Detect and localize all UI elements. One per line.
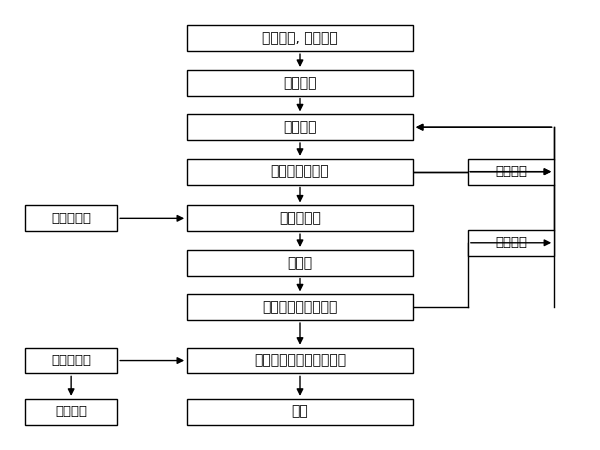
Bar <box>187 250 413 276</box>
Text: 泥浆处理: 泥浆处理 <box>495 236 527 249</box>
Text: 下导管: 下导管 <box>287 256 313 270</box>
Text: 桩位放线, 埋设护筒: 桩位放线, 埋设护筒 <box>262 32 338 45</box>
Text: 孔深测定、清孔: 孔深测定、清孔 <box>271 165 329 179</box>
Text: 制作钉筋笼: 制作钉筋笼 <box>51 212 91 225</box>
Text: 成桩: 成桩 <box>292 405 308 418</box>
Bar <box>187 159 413 184</box>
Text: 安放隔水塞、罐注混凝土: 安放隔水塞、罐注混凝土 <box>254 354 346 368</box>
Bar <box>187 399 413 424</box>
Text: 二次清孔、测定沉渣: 二次清孔、测定沉渣 <box>262 300 338 314</box>
Bar <box>187 26 413 51</box>
Text: 安放钉筋笼: 安放钉筋笼 <box>279 212 321 225</box>
Bar <box>187 348 413 374</box>
Bar <box>187 206 413 231</box>
Bar <box>468 159 554 184</box>
Text: 桩机定位: 桩机定位 <box>283 76 317 90</box>
Bar <box>468 230 554 256</box>
Text: 冲击成孔: 冲击成孔 <box>283 120 317 134</box>
Bar <box>187 114 413 140</box>
Text: 制作试块: 制作试块 <box>55 405 87 418</box>
Bar <box>25 348 117 374</box>
Text: 预拌混凝土: 预拌混凝土 <box>51 354 91 367</box>
Bar <box>187 70 413 96</box>
Bar <box>25 206 117 231</box>
Bar <box>187 294 413 320</box>
Text: 泥浆循环: 泥浆循环 <box>495 165 527 178</box>
Bar <box>25 399 117 424</box>
